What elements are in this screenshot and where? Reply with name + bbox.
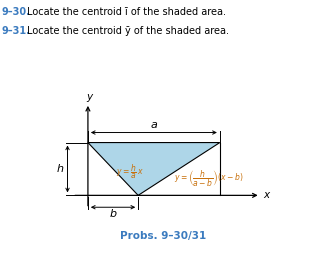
Text: y: y xyxy=(86,92,93,102)
Text: h: h xyxy=(57,164,64,174)
Text: 9–31.: 9–31. xyxy=(2,26,30,36)
Text: $y = \dfrac{h}{a}\,x$: $y = \dfrac{h}{a}\,x$ xyxy=(116,162,144,181)
Text: b: b xyxy=(110,209,116,219)
Text: Locate the centroid ī of the shaded area.: Locate the centroid ī of the shaded area… xyxy=(27,7,226,17)
Text: $y = \left(\dfrac{h}{a-b}\right)(x-b)$: $y = \left(\dfrac{h}{a-b}\right)(x-b)$ xyxy=(174,169,243,189)
Text: a: a xyxy=(150,120,157,130)
Polygon shape xyxy=(88,143,220,195)
Text: Probs. 9–30/31: Probs. 9–30/31 xyxy=(120,231,206,241)
Text: 9–30.: 9–30. xyxy=(2,7,30,17)
Text: x: x xyxy=(264,190,270,200)
Text: Locate the centroid ȳ of the shaded area.: Locate the centroid ȳ of the shaded area… xyxy=(27,26,229,36)
